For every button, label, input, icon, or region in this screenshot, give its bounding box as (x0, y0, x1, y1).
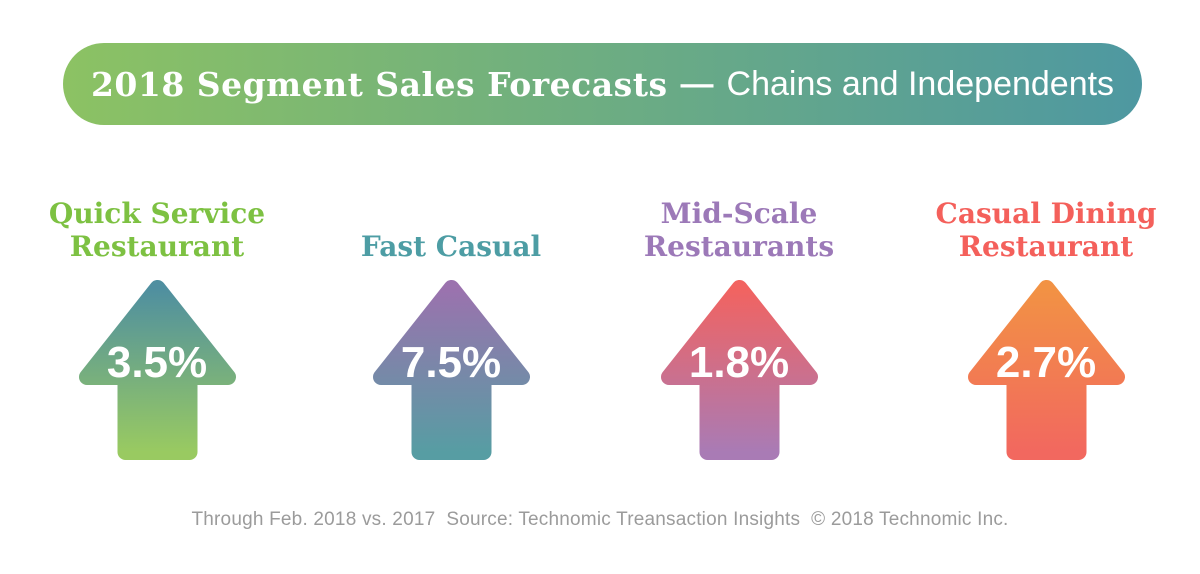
segment-fast-casual: Fast Casual 7.5% (326, 190, 576, 460)
up-arrow-shape (78, 280, 236, 460)
up-arrow-shape (967, 280, 1125, 460)
segment-value: 1.8% (688, 338, 790, 387)
up-arrow: 1.8% (660, 280, 818, 460)
segment-value: 2.7% (995, 338, 1097, 387)
up-arrow: 2.7% (967, 280, 1125, 460)
segment-value: 3.5% (106, 338, 208, 387)
title-banner: 2018 Segment Sales Forecasts — Chains an… (63, 43, 1142, 125)
title-dash: — (680, 65, 714, 102)
segment-casual-dining: Casual Dining Restaurant 2.7% (921, 190, 1171, 460)
segment-label: Mid-Scale Restaurants (643, 197, 835, 263)
up-arrow: 7.5% (372, 280, 530, 460)
segment-quick-service: Quick Service Restaurant 3.5% (32, 190, 282, 460)
up-arrow-shape (372, 280, 530, 460)
source-note: Through Feb. 2018 vs. 2017 Source: Techn… (191, 509, 1009, 530)
segment-label: Casual Dining Restaurant (935, 197, 1157, 263)
page-title-secondary: Chains and Independents (726, 64, 1115, 103)
up-arrow-shape (660, 280, 818, 460)
segment-mid-scale: Mid-Scale Restaurants 1.8% (614, 190, 864, 460)
up-arrow: 3.5% (78, 280, 236, 460)
segment-label: Quick Service Restaurant (48, 197, 266, 263)
segment-value: 7.5% (400, 338, 502, 387)
page-title-primary: 2018 Segment Sales Forecasts (90, 64, 668, 104)
segment-label: Fast Casual (360, 229, 542, 263)
